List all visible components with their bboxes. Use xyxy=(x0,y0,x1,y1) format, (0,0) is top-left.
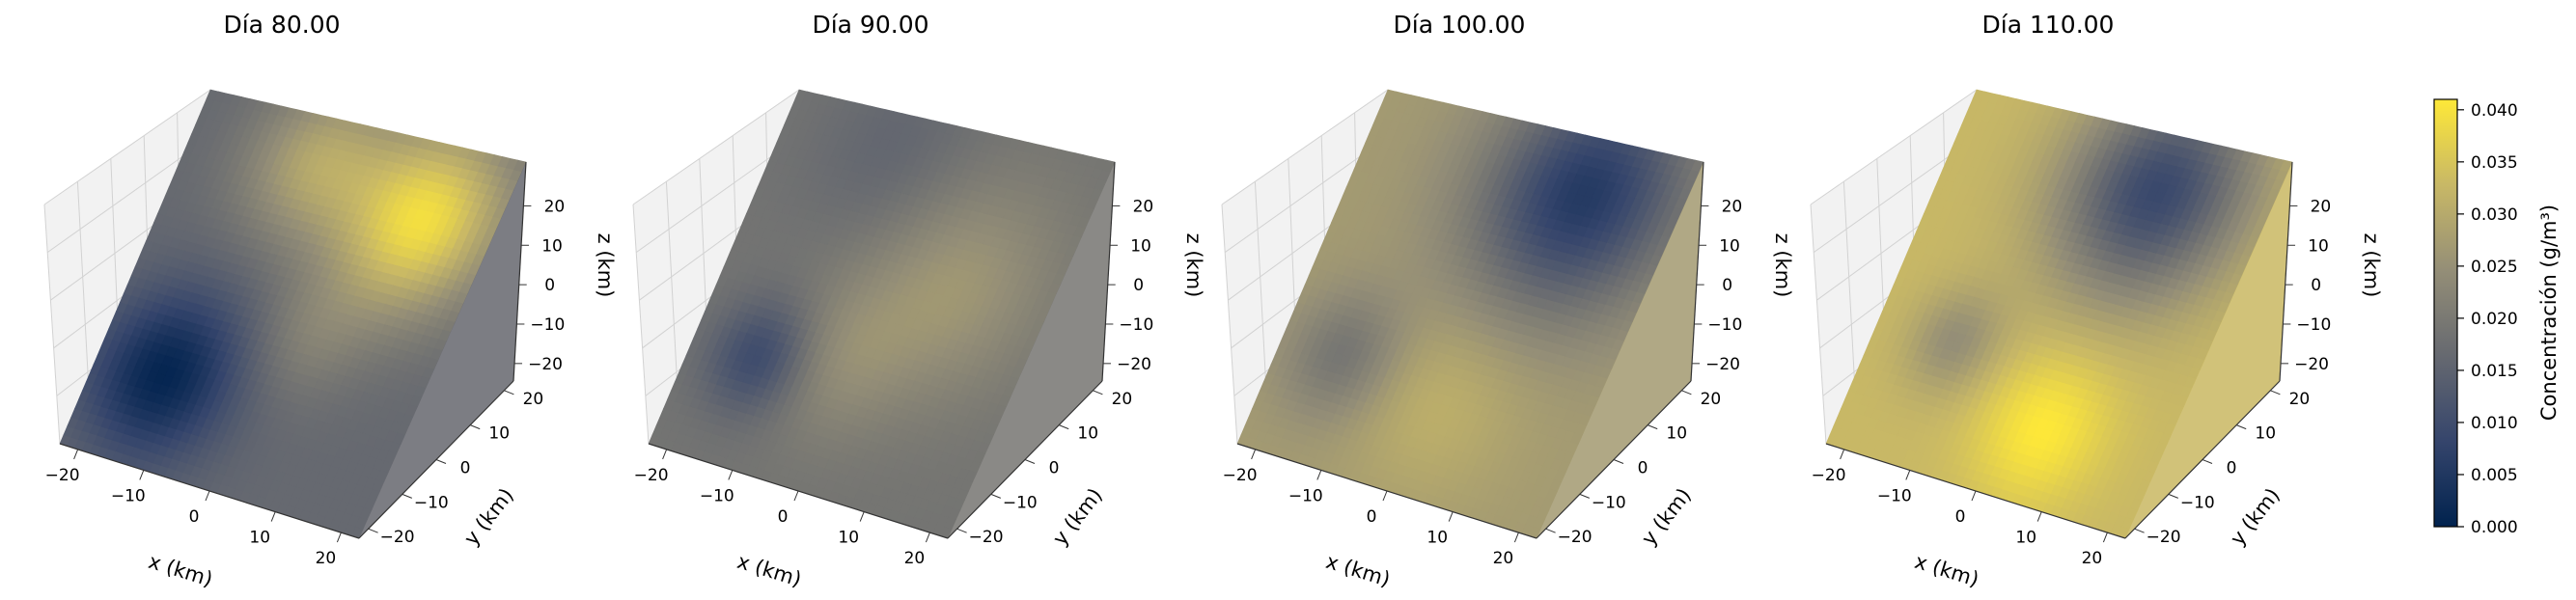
panel-title: Día 110.00 xyxy=(1982,11,2115,39)
x-tick xyxy=(1251,449,1257,460)
z-axis-label: z (km) xyxy=(1771,233,1794,298)
x-axis-label: x (km) xyxy=(146,550,215,591)
x-tick-label: 20 xyxy=(1493,549,1514,568)
panel-3: Día 100.00 −20 −10 0 10 20 −20 −10 0 10 20 20 10 0 −1… xyxy=(1221,11,1794,591)
x-tick xyxy=(793,490,799,502)
x-tick xyxy=(1316,470,1322,480)
x-tick-label: −10 xyxy=(700,486,734,505)
z-tick-label: 10 xyxy=(1130,236,1151,256)
y-tick-label: −10 xyxy=(1003,493,1038,512)
y-axis-label: y (km) xyxy=(1048,483,1107,549)
x-tick-label: −20 xyxy=(634,466,669,485)
y-tick-label: −20 xyxy=(969,528,1004,547)
y-tick-label: −20 xyxy=(1558,528,1593,547)
y-tick xyxy=(1579,493,1590,499)
y-tick xyxy=(1648,424,1658,430)
z-tick-label: −10 xyxy=(1119,315,1153,335)
x-tick xyxy=(662,449,668,460)
z-tick-label: −20 xyxy=(1117,355,1151,374)
x-tick xyxy=(1513,532,1519,543)
y-tick xyxy=(990,493,1001,499)
x-tick-label: 0 xyxy=(189,507,200,527)
z-tick-label: 0 xyxy=(544,276,555,295)
x-tick xyxy=(1382,490,1388,502)
x-axis-label: x (km) xyxy=(1323,550,1393,591)
y-tick-label: 10 xyxy=(488,424,510,444)
panel-4: Día 110.00 −20−1001020−20−100102020100−1… xyxy=(1810,11,2383,591)
y-tick-label: 10 xyxy=(1666,424,1687,444)
z-tick-label: 20 xyxy=(1722,197,1743,216)
y-tick xyxy=(470,424,481,430)
panel-1: Día 80.00 −20 −10 0 10 20 −20 −10 0 10 20 20 10 0 −10… xyxy=(43,11,617,591)
x-tick xyxy=(139,470,145,480)
panel-title: Día 90.00 xyxy=(812,11,928,39)
y-tick-label: 20 xyxy=(1701,390,1722,409)
x-tick-label: 0 xyxy=(1367,507,1377,527)
y-tick-label: 0 xyxy=(1049,459,1060,478)
y-tick xyxy=(1545,528,1556,533)
x-tick-label: −10 xyxy=(111,486,146,505)
y-tick xyxy=(504,390,514,395)
y-tick xyxy=(402,493,412,499)
x-tick xyxy=(270,511,276,522)
y-tick-label: 10 xyxy=(1077,424,1098,444)
x-tick xyxy=(205,490,210,502)
y-tick-label: −10 xyxy=(414,493,449,512)
y-axis-label: y (km) xyxy=(1637,483,1696,549)
x-axis-label: x (km) xyxy=(734,550,804,591)
z-tick-label: 0 xyxy=(1133,276,1144,295)
z-tick-label: 0 xyxy=(1722,276,1732,295)
x-tick xyxy=(859,511,865,522)
z-axis-label: z (km) xyxy=(594,233,617,298)
x-tick-label: −20 xyxy=(1223,466,1258,485)
y-tick xyxy=(1613,459,1624,464)
x-tick xyxy=(73,449,79,460)
x-tick-label: −20 xyxy=(45,466,80,485)
y-tick-label: 20 xyxy=(1112,390,1133,409)
y-axis-label: y (km) xyxy=(459,483,518,549)
y-tick xyxy=(956,528,967,533)
z-tick-label: −20 xyxy=(1705,355,1740,374)
y-tick-label: 0 xyxy=(460,459,471,478)
z-tick-label: 10 xyxy=(541,236,563,256)
z-tick-label: 20 xyxy=(544,197,566,216)
grid-line xyxy=(43,89,211,205)
z-tick-label: −20 xyxy=(528,355,563,374)
y-tick-label: 20 xyxy=(523,390,544,409)
z-tick-label: 10 xyxy=(1719,236,1740,256)
x-tick-label: 20 xyxy=(316,549,337,568)
y-tick-label: −20 xyxy=(380,528,415,547)
z-axis-label: z (km) xyxy=(1182,233,1205,298)
y-tick-label: −10 xyxy=(1592,493,1626,512)
x-tick-label: 10 xyxy=(838,529,859,548)
panel-title: Día 100.00 xyxy=(1394,11,1526,39)
panel-2: Día 90.00 −20 −10 0 10 20 −20 −10 0 10 20 20 10 0 −10… xyxy=(632,11,1205,591)
z-tick-label: −10 xyxy=(1707,315,1742,335)
y-tick xyxy=(368,528,378,533)
y-tick xyxy=(1093,390,1103,395)
y-tick xyxy=(1681,390,1692,395)
x-tick xyxy=(336,532,342,543)
concentration-surface xyxy=(59,89,527,539)
x-tick-label: 10 xyxy=(1426,529,1448,548)
y-tick-label: 0 xyxy=(1638,459,1648,478)
x-tick xyxy=(1448,511,1454,522)
x-tick xyxy=(925,532,930,543)
z-tick-label: −10 xyxy=(530,315,565,335)
z-tick-label: 20 xyxy=(1133,197,1154,216)
x-tick-label: 10 xyxy=(249,529,270,548)
x-tick-label: 0 xyxy=(778,507,789,527)
x-tick-label: 20 xyxy=(904,549,926,568)
x-tick xyxy=(728,470,734,480)
y-tick xyxy=(435,459,447,464)
grid-line xyxy=(43,204,61,445)
y-tick xyxy=(1059,424,1069,430)
panel-title: Día 80.00 xyxy=(223,11,340,39)
x-tick-label: −10 xyxy=(1288,486,1323,505)
y-tick xyxy=(1024,459,1036,464)
